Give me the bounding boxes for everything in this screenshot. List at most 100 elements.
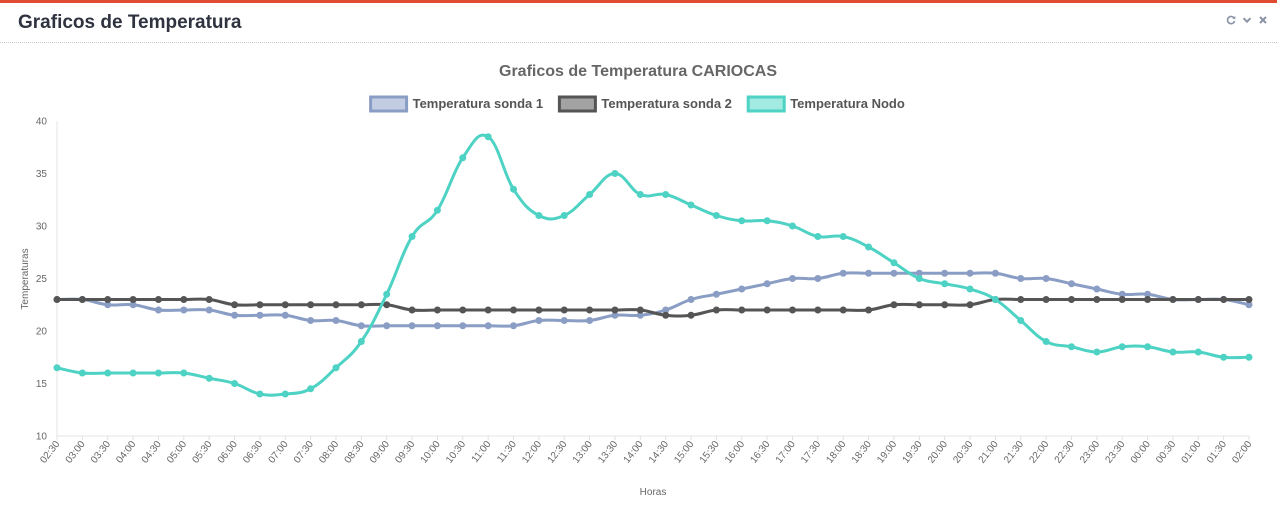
data-point-nodo[interactable] <box>307 385 315 393</box>
data-point-nodo[interactable] <box>459 154 467 162</box>
chevron-down-icon[interactable] <box>1241 13 1253 27</box>
data-point-sonda-1[interactable] <box>890 269 898 277</box>
legend-item-nodo[interactable]: Temperatura Nodo <box>746 95 905 113</box>
data-point-sonda-1[interactable] <box>1067 280 1075 288</box>
legend-item-sonda-1[interactable]: Temperatura sonda 1 <box>369 95 544 113</box>
data-point-nodo[interactable] <box>281 390 289 398</box>
data-point-sonda-2[interactable] <box>1169 296 1177 303</box>
data-point-sonda-1[interactable] <box>535 317 543 324</box>
data-point-sonda-1[interactable] <box>231 311 239 319</box>
data-point-nodo[interactable] <box>1042 338 1050 345</box>
data-point-nodo[interactable] <box>1017 317 1025 324</box>
data-point-sonda-1[interactable] <box>281 311 289 319</box>
data-point-sonda-2[interactable] <box>966 301 974 309</box>
data-point-sonda-2[interactable] <box>307 301 315 309</box>
data-point-nodo[interactable] <box>205 374 213 382</box>
data-point-nodo[interactable] <box>53 364 61 372</box>
data-point-sonda-2[interactable] <box>205 296 213 303</box>
data-point-sonda-2[interactable] <box>941 301 949 309</box>
data-point-sonda-1[interactable] <box>814 275 822 282</box>
data-point-sonda-2[interactable] <box>484 306 492 314</box>
data-point-nodo[interactable] <box>1220 353 1228 361</box>
data-point-sonda-1[interactable] <box>1017 275 1025 282</box>
data-point-nodo[interactable] <box>1245 353 1253 361</box>
data-point-nodo[interactable] <box>231 380 239 387</box>
data-point-sonda-1[interactable] <box>991 269 999 277</box>
data-point-nodo[interactable] <box>941 280 949 288</box>
data-point-sonda-2[interactable] <box>535 306 543 314</box>
close-icon[interactable] <box>1257 13 1269 27</box>
data-point-sonda-1[interactable] <box>408 322 416 330</box>
refresh-icon[interactable] <box>1225 13 1237 27</box>
data-point-sonda-2[interactable] <box>281 301 289 309</box>
data-point-sonda-2[interactable] <box>459 306 467 314</box>
data-point-sonda-1[interactable] <box>1042 275 1050 282</box>
data-point-sonda-2[interactable] <box>865 306 873 314</box>
data-point-nodo[interactable] <box>78 369 86 377</box>
data-point-sonda-1[interactable] <box>357 322 365 330</box>
data-point-nodo[interactable] <box>1194 348 1202 356</box>
data-point-sonda-2[interactable] <box>1017 296 1025 303</box>
data-point-nodo[interactable] <box>104 369 112 377</box>
data-point-nodo[interactable] <box>1067 343 1075 351</box>
data-point-nodo[interactable] <box>357 338 365 345</box>
data-point-nodo[interactable] <box>636 191 644 198</box>
data-point-sonda-2[interactable] <box>662 311 670 319</box>
data-point-nodo[interactable] <box>1169 348 1177 356</box>
data-point-nodo[interactable] <box>1093 348 1101 356</box>
data-point-nodo[interactable] <box>154 369 162 377</box>
data-point-nodo[interactable] <box>738 217 746 225</box>
data-point-nodo[interactable] <box>383 290 391 298</box>
data-point-nodo[interactable] <box>788 222 796 230</box>
data-point-sonda-2[interactable] <box>687 311 695 319</box>
data-point-sonda-2[interactable] <box>1118 296 1126 303</box>
data-point-sonda-2[interactable] <box>180 296 188 303</box>
data-point-sonda-1[interactable] <box>307 317 315 324</box>
data-point-sonda-2[interactable] <box>53 296 61 303</box>
data-point-sonda-1[interactable] <box>738 285 746 293</box>
data-point-sonda-1[interactable] <box>687 296 695 303</box>
data-point-sonda-2[interactable] <box>738 306 746 314</box>
data-point-nodo[interactable] <box>560 212 568 219</box>
data-point-sonda-1[interactable] <box>154 306 162 314</box>
data-point-nodo[interactable] <box>408 233 416 240</box>
data-point-sonda-2[interactable] <box>129 296 137 303</box>
data-point-sonda-1[interactable] <box>712 290 720 298</box>
data-point-sonda-2[interactable] <box>383 301 391 309</box>
data-point-sonda-1[interactable] <box>586 317 594 324</box>
data-point-sonda-2[interactable] <box>586 306 594 314</box>
data-point-sonda-2[interactable] <box>1144 296 1152 303</box>
data-point-nodo[interactable] <box>966 285 974 293</box>
data-point-nodo[interactable] <box>484 133 492 141</box>
data-point-nodo[interactable] <box>332 364 340 372</box>
data-point-nodo[interactable] <box>611 170 619 177</box>
data-point-sonda-1[interactable] <box>383 322 391 330</box>
data-point-sonda-2[interactable] <box>433 306 441 314</box>
data-point-sonda-2[interactable] <box>1042 296 1050 303</box>
data-point-sonda-2[interactable] <box>408 306 416 314</box>
data-point-nodo[interactable] <box>763 217 771 225</box>
data-point-nodo[interactable] <box>839 233 847 240</box>
data-point-sonda-1[interactable] <box>180 306 188 314</box>
data-point-nodo[interactable] <box>433 206 441 214</box>
data-point-sonda-2[interactable] <box>104 296 112 303</box>
data-point-nodo[interactable] <box>915 275 923 282</box>
data-point-sonda-2[interactable] <box>788 306 796 314</box>
data-point-sonda-2[interactable] <box>357 301 365 309</box>
data-point-sonda-1[interactable] <box>966 269 974 277</box>
data-point-sonda-2[interactable] <box>332 301 340 309</box>
data-point-sonda-1[interactable] <box>763 280 771 288</box>
data-point-sonda-2[interactable] <box>763 306 771 314</box>
data-point-nodo[interactable] <box>991 296 999 303</box>
data-point-sonda-2[interactable] <box>256 301 264 309</box>
data-point-sonda-2[interactable] <box>1245 296 1253 303</box>
data-point-nodo[interactable] <box>510 185 518 193</box>
data-point-sonda-1[interactable] <box>788 275 796 282</box>
data-point-sonda-2[interactable] <box>890 301 898 309</box>
data-point-sonda-1[interactable] <box>1093 285 1101 293</box>
data-point-nodo[interactable] <box>586 191 594 198</box>
data-point-nodo[interactable] <box>256 390 264 398</box>
data-point-sonda-2[interactable] <box>611 306 619 314</box>
data-point-sonda-2[interactable] <box>839 306 847 314</box>
data-point-nodo[interactable] <box>1118 343 1126 351</box>
